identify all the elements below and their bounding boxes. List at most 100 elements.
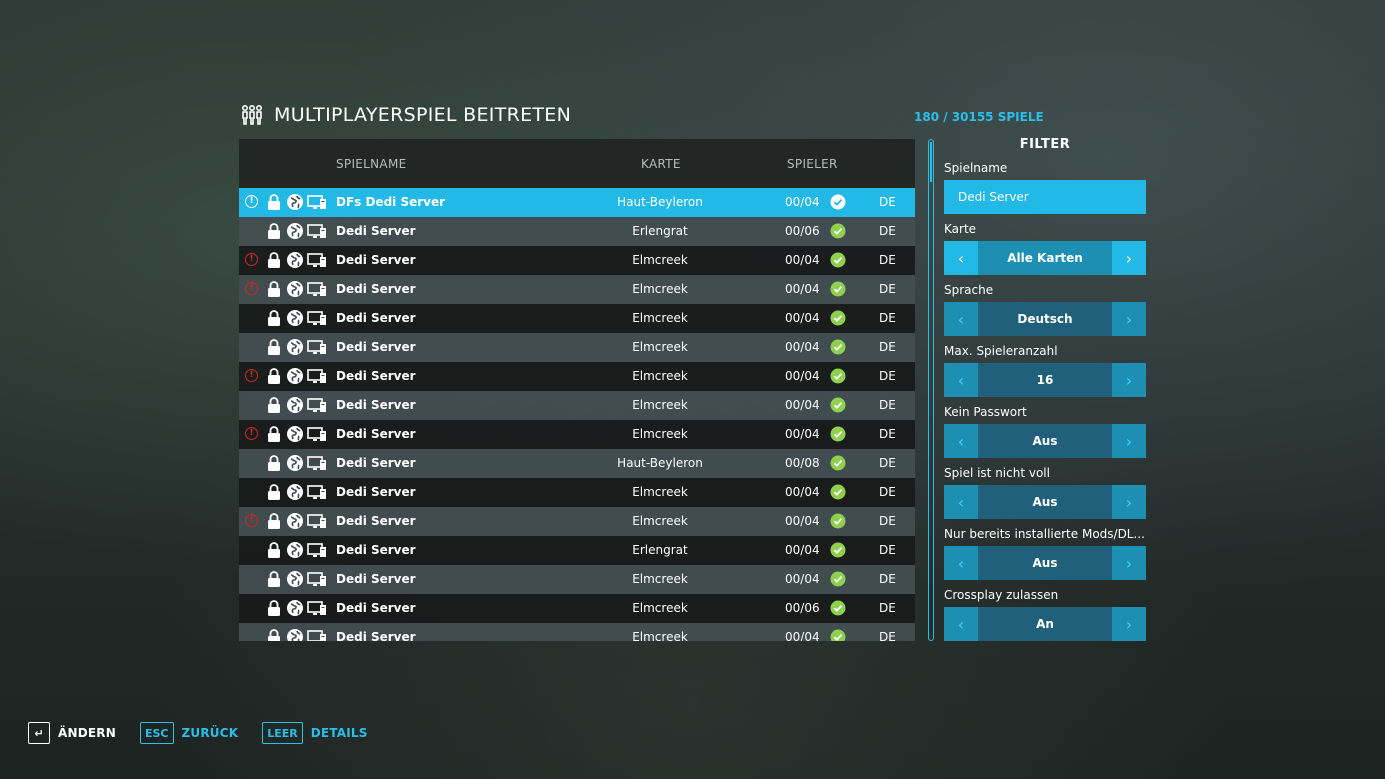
warning-icon: !: [245, 282, 258, 295]
lock-icon: [267, 368, 281, 384]
lock-icon: [267, 629, 281, 641]
globe-icon: [286, 599, 304, 617]
server-map: Elmcreek: [632, 369, 688, 383]
arrow-right-icon[interactable]: ›: [1112, 546, 1146, 580]
check-icon: [830, 513, 846, 529]
server-language: DE: [879, 369, 896, 383]
globe-icon: [286, 425, 304, 443]
filter-language-label: Sprache: [944, 283, 994, 297]
filter-crossplay-label: Crossplay zulassen: [944, 588, 1059, 602]
warning-icon: !: [245, 514, 258, 527]
table-row[interactable]: ! Dedi Server Elmcreek 00/04 DE: [239, 275, 915, 304]
warning-icon: !: [245, 195, 258, 208]
lock-icon: [267, 339, 281, 355]
pc-icon: [307, 281, 327, 297]
details-action[interactable]: DETAILS: [310, 726, 368, 740]
pc-icon: [307, 629, 327, 641]
server-map: Elmcreek: [632, 572, 688, 586]
check-icon: [830, 310, 846, 326]
pc-icon: [307, 310, 327, 326]
server-players: 00/04: [785, 195, 820, 209]
back-action[interactable]: ZURÜCK: [181, 726, 239, 740]
lock-icon: [267, 455, 281, 471]
arrow-left-icon[interactable]: ‹: [944, 546, 978, 580]
server-name: Dedi Server: [336, 398, 416, 412]
arrow-right-icon[interactable]: ›: [1112, 241, 1146, 275]
arrow-right-icon[interactable]: ›: [1112, 302, 1146, 336]
space-key[interactable]: LEER: [262, 722, 303, 744]
arrow-right-icon[interactable]: ›: [1112, 363, 1146, 397]
column-header-name[interactable]: SPIELNAME: [336, 157, 407, 171]
page-header: MULTIPLAYERSPIEL BEITRETEN: [240, 103, 571, 127]
game-count: 180 / 30155 SPIELE: [914, 110, 1044, 124]
server-name: Dedi Server: [336, 543, 416, 557]
table-row[interactable]: ! Dedi Server Elmcreek 00/04 DE: [239, 420, 915, 449]
table-row[interactable]: Dedi Server Elmcreek 00/04 DE: [239, 304, 915, 333]
server-language: DE: [879, 601, 896, 615]
table-row[interactable]: Dedi Server Elmcreek 00/04 DE: [239, 478, 915, 507]
server-players: 00/04: [785, 398, 820, 412]
server-map: Erlengrat: [632, 543, 688, 557]
filter-map-label: Karte: [944, 222, 977, 236]
esc-key[interactable]: ESC: [139, 722, 174, 744]
server-list: ! DFs Dedi Server Haut-Beyleron 00/04 DE Dedi…: [239, 188, 915, 641]
server-map: Elmcreek: [632, 311, 688, 325]
server-name: Dedi Server: [336, 340, 416, 354]
filter-max-players-value: 16: [978, 363, 1112, 397]
scrollbar-thumb[interactable]: [929, 142, 932, 182]
filter-not-full-selector: ‹ Aus ›: [944, 485, 1146, 519]
arrow-left-icon[interactable]: ‹: [944, 302, 978, 336]
enter-key-icon[interactable]: ↵: [28, 722, 50, 744]
arrow-right-icon[interactable]: ›: [1112, 485, 1146, 519]
lock-icon: [267, 281, 281, 297]
table-row[interactable]: Dedi Server Erlengrat 00/06 DE: [239, 217, 915, 246]
table-row[interactable]: Dedi Server Elmcreek 00/04 DE: [239, 623, 915, 641]
globe-icon: [286, 628, 304, 641]
filter-not-full-value: Aus: [978, 485, 1112, 519]
table-row[interactable]: Dedi Server Haut-Beyleron 00/08 DE: [239, 449, 915, 478]
filter-language-selector: ‹ Deutsch ›: [944, 302, 1146, 336]
table-row[interactable]: Dedi Server Elmcreek 00/04 DE: [239, 391, 915, 420]
arrow-right-icon[interactable]: ›: [1112, 607, 1146, 641]
scrollbar[interactable]: [928, 139, 934, 641]
server-players: 00/04: [785, 572, 820, 586]
table-row[interactable]: ! Dedi Server Elmcreek 00/04 DE: [239, 246, 915, 275]
arrow-left-icon[interactable]: ‹: [944, 241, 978, 275]
server-language: DE: [879, 224, 896, 238]
arrow-left-icon[interactable]: ‹: [944, 485, 978, 519]
table-row[interactable]: ! Dedi Server Elmcreek 00/04 DE: [239, 362, 915, 391]
change-action[interactable]: ÄNDERN: [58, 726, 116, 740]
server-players: 00/04: [785, 253, 820, 267]
pc-icon: [307, 397, 327, 413]
filter-no-password-label: Kein Passwort: [944, 405, 1027, 419]
table-row[interactable]: ! DFs Dedi Server Haut-Beyleron 00/04 DE: [239, 188, 915, 217]
check-icon: [830, 426, 846, 442]
pc-icon: [307, 252, 327, 268]
lock-icon: [267, 310, 281, 326]
server-players: 00/04: [785, 282, 820, 296]
arrow-left-icon[interactable]: ‹: [944, 607, 978, 641]
globe-icon: [286, 367, 304, 385]
arrow-right-icon[interactable]: ›: [1112, 424, 1146, 458]
server-players: 00/04: [785, 514, 820, 528]
pc-icon: [307, 484, 327, 500]
server-players: 00/06: [785, 601, 820, 615]
server-language: DE: [879, 195, 896, 209]
arrow-left-icon[interactable]: ‹: [944, 363, 978, 397]
column-header-players[interactable]: SPIELER: [787, 157, 838, 171]
globe-icon: [286, 541, 304, 559]
arrow-left-icon[interactable]: ‹: [944, 424, 978, 458]
column-header-map[interactable]: KARTE: [641, 157, 681, 171]
table-row[interactable]: Dedi Server Elmcreek 00/06 DE: [239, 594, 915, 623]
table-row[interactable]: Dedi Server Elmcreek 00/04 DE: [239, 565, 915, 594]
globe-icon: [286, 454, 304, 472]
table-row[interactable]: Dedi Server Erlengrat 00/04 DE: [239, 536, 915, 565]
table-row[interactable]: ! Dedi Server Elmcreek 00/04 DE: [239, 507, 915, 536]
filter-name-input[interactable]: Dedi Server: [944, 180, 1146, 214]
pc-icon: [307, 513, 327, 529]
globe-icon: [286, 251, 304, 269]
warning-icon: !: [245, 427, 258, 440]
lock-icon: [267, 252, 281, 268]
table-row[interactable]: Dedi Server Elmcreek 00/04 DE: [239, 333, 915, 362]
server-map: Haut-Beyleron: [617, 195, 703, 209]
